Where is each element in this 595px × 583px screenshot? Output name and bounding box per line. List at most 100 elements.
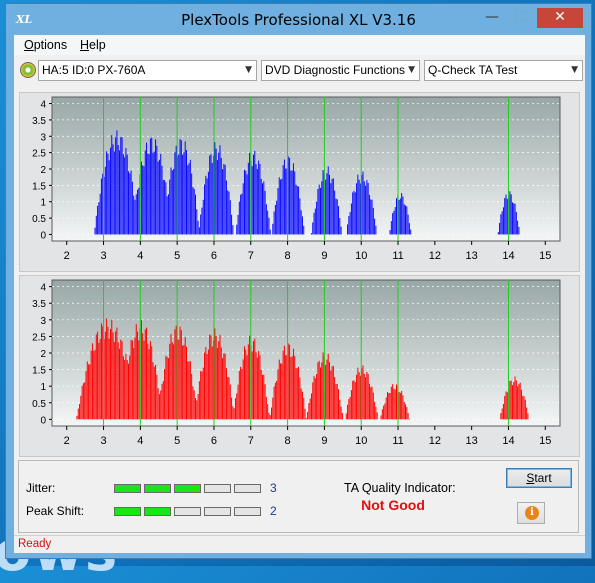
drive-select[interactable]: HA:5 ID:0 PX-760A ▼	[38, 60, 257, 81]
menu-help-accel: H	[80, 38, 90, 52]
data-bar	[214, 328, 216, 420]
x-tick-label: 11	[392, 435, 403, 447]
peak-shift-meter	[114, 507, 261, 516]
data-bar	[229, 384, 231, 420]
data-bar	[246, 174, 248, 235]
y-tick-label: 2.5	[32, 332, 46, 343]
data-bar	[263, 181, 265, 235]
data-bar	[256, 357, 258, 420]
data-bar	[287, 343, 289, 420]
data-bar	[264, 384, 266, 420]
data-bar	[292, 163, 294, 235]
data-bar	[241, 369, 243, 420]
data-bar	[363, 181, 365, 235]
function-select[interactable]: DVD Diagnostic Functions ▼	[261, 60, 420, 81]
data-bar	[205, 175, 207, 235]
data-bar	[299, 198, 301, 235]
data-bar	[526, 407, 528, 420]
menu-options[interactable]: Options	[24, 38, 67, 52]
data-bar	[155, 139, 157, 235]
x-tick-label: 14	[502, 435, 514, 447]
data-bar	[406, 206, 408, 235]
data-bar	[401, 391, 403, 420]
data-bar	[205, 346, 207, 420]
close-button[interactable]: ✕	[537, 8, 583, 28]
data-bar	[80, 395, 82, 420]
data-bar	[277, 188, 279, 235]
data-bar	[393, 388, 395, 420]
data-bar	[402, 395, 404, 420]
data-bar	[184, 141, 186, 235]
data-bar	[210, 335, 212, 420]
peak-shift-chart-panel: 0 0.5 1 1.5 2 2.5 3 3.5 4 2 3 4 5 6 7 8 9 10 11 12 13 14 15	[19, 275, 580, 457]
data-bar	[345, 413, 347, 420]
meter-segment	[174, 484, 201, 493]
data-bar	[389, 230, 391, 235]
data-bar	[285, 168, 287, 235]
data-bar	[112, 144, 114, 235]
data-bar	[173, 168, 175, 235]
test-select[interactable]: Q-Check TA Test ▼	[424, 60, 583, 81]
data-bar	[362, 365, 364, 420]
data-bar	[227, 190, 229, 235]
data-bar	[178, 339, 180, 420]
data-bar	[281, 363, 283, 420]
data-bar	[216, 347, 218, 420]
data-bar	[363, 373, 365, 420]
data-bar	[196, 209, 198, 235]
data-bar	[514, 376, 516, 420]
data-bar	[102, 173, 104, 235]
maximize-button[interactable]: ☐	[514, 9, 528, 25]
data-bar	[204, 184, 206, 235]
data-bar	[254, 338, 256, 420]
y-tick-label: 1.5	[32, 366, 46, 377]
data-bar	[278, 359, 280, 420]
data-bar	[307, 411, 309, 420]
data-bar	[294, 171, 296, 235]
y-tick-label: 4	[40, 100, 46, 111]
x-tick-label: 14	[502, 250, 514, 262]
data-bar	[218, 152, 220, 235]
data-bar	[200, 371, 202, 420]
data-bar	[198, 381, 200, 420]
data-bar	[215, 148, 217, 235]
data-bar	[245, 349, 247, 420]
meter-segment	[114, 507, 141, 516]
menu-help[interactable]: Help	[80, 38, 106, 52]
title-bar[interactable]: XL PlexTools Professional XL V3.16 — ☐ ✕	[6, 4, 591, 34]
data-bar	[187, 165, 189, 235]
data-bar	[152, 152, 154, 235]
data-bar	[388, 393, 390, 420]
data-bar	[179, 139, 181, 235]
data-bar	[389, 392, 391, 420]
data-bar	[296, 185, 298, 235]
data-bar	[502, 207, 504, 235]
data-bar	[98, 342, 100, 420]
data-bar	[107, 326, 109, 420]
data-bar	[152, 362, 154, 420]
data-bar	[313, 376, 315, 420]
data-bar	[313, 212, 315, 235]
data-bar	[231, 397, 233, 420]
data-bar	[106, 151, 108, 235]
data-bar	[224, 353, 226, 420]
data-bar	[142, 333, 144, 420]
data-bar	[375, 225, 377, 235]
data-bar	[102, 326, 104, 420]
data-bar	[392, 384, 394, 420]
info-button[interactable]: i	[517, 502, 545, 524]
data-bar	[406, 406, 408, 420]
meter-segment	[204, 507, 231, 516]
data-bar	[210, 154, 212, 235]
data-bar	[180, 140, 182, 235]
minimize-button[interactable]: —	[485, 9, 499, 25]
data-bar	[273, 211, 275, 235]
data-bar	[500, 214, 502, 235]
data-bar	[262, 374, 264, 420]
data-bar	[515, 380, 517, 420]
data-bar	[329, 362, 331, 420]
start-button[interactable]: Start	[506, 468, 572, 488]
data-bar	[298, 186, 300, 235]
data-bar	[108, 338, 110, 420]
data-bar	[195, 194, 197, 235]
